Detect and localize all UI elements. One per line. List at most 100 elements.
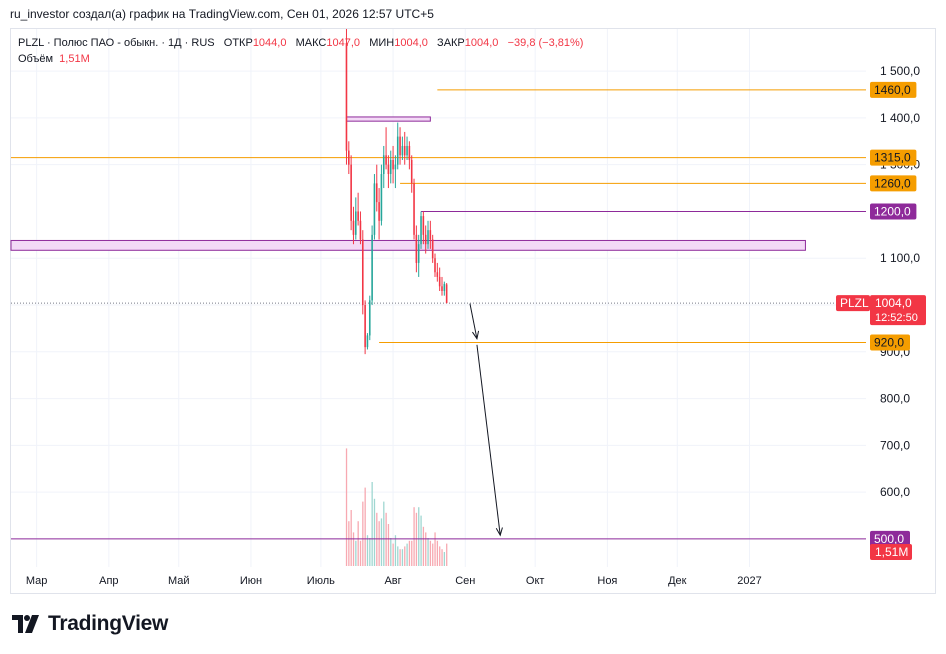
change-value: −39,8 (−3,81%) [507,37,584,49]
chart-legend: PLZL · Полюс ПАО - обыкн. · 1Д · RUS ОТК… [18,35,583,67]
volume-bar [434,532,436,566]
tradingview-logo-icon [12,615,39,633]
volume-bar [348,521,350,566]
volume-bar [413,507,415,566]
volume-bar [390,538,392,566]
volume-bar [439,546,441,566]
time-tick-label: 2027 [737,575,761,587]
volume-bar [418,507,420,566]
price-tick-label: 800,0 [880,392,910,406]
volume-bar [355,540,357,566]
volume-bar [401,549,404,566]
time-tick-label: Апр [99,575,118,587]
candle-body [378,202,380,221]
level-price-badge: 1315,0 [874,151,911,165]
open-value: 1044,0 [252,37,287,49]
volume-bar [364,487,366,566]
projection-arrow[interactable] [469,303,478,339]
volume-label: Объём [18,53,54,65]
time-tick-label: Дек [668,575,687,587]
price-tick-label: 1 500,0 [880,64,920,78]
volume-bar [441,549,443,566]
volume-bar [352,532,355,566]
candle-body [382,155,385,175]
candle-body [366,335,369,348]
volume-bar [408,540,411,566]
high-label: МАКС [295,37,327,49]
volume-bar [392,543,394,566]
candle-body [389,159,392,175]
price-zone[interactable] [345,116,431,122]
time-tick-label: Май [168,575,190,587]
time-tick-label: Сен [455,575,475,587]
volume-bar [404,546,406,566]
volume-bar [443,552,446,566]
time-tick-label: Мар [26,575,48,587]
volume-bar [446,543,448,566]
projection-arrow[interactable] [476,344,501,536]
volume-bar [371,482,373,566]
candle-body [394,164,397,170]
level-price-badge-bg [870,203,917,220]
volume-bar [397,546,399,566]
candle-body [424,234,427,245]
candle-body [406,145,408,156]
volume-bar [436,540,439,566]
level-price-badge: 1200,0 [874,204,911,218]
volume-bar [357,521,359,566]
candle-body [385,155,387,165]
candle-body [420,216,422,245]
volume-bar [399,549,401,566]
volume-line: Объём 1,51M [18,51,583,67]
candle-body [345,43,348,151]
volume-bar [359,540,362,566]
candle-body [354,211,357,235]
candle-body [441,286,443,291]
volume-bar [380,518,383,566]
tradingview-brand[interactable]: TradingView [12,612,168,636]
volume-bar [373,498,376,566]
volume-bar [411,540,413,566]
candle-body [436,272,439,277]
volume-value: 1,51M [59,53,90,65]
chart-frame[interactable] [10,28,936,594]
volume-bar [422,526,425,566]
price-tick-label: 700,0 [880,438,910,452]
candle-body [348,150,350,165]
level-price-badge: 1260,0 [874,176,911,190]
level-price-badge: 500,0 [874,532,904,546]
price-tick-label: 1 100,0 [880,251,920,265]
time-tick-label: Авг [384,575,401,587]
price-zone[interactable] [10,239,806,251]
candle-body [361,239,364,306]
brand-name: TradingView [48,612,169,635]
volume-badge-bg [870,544,912,560]
volume-bar [350,510,352,566]
level-price-badge-bg [870,530,910,547]
last-price-badge-bg [870,295,926,326]
candle-body [387,164,390,175]
volume-bar [425,532,427,566]
candle-body [413,183,415,235]
volume-bar [387,524,390,566]
arrow-head [472,330,480,340]
low-label: МИН [369,37,395,49]
candle-body [396,136,399,165]
candle-body [403,145,406,156]
candle-body [417,244,420,263]
symbol-badge: PLZL [840,296,869,310]
candle-body [399,136,401,156]
candle-body [380,174,383,221]
time-tick-label: Окт [526,575,545,587]
arrow-head [495,527,503,537]
volume-bar [369,538,371,566]
level-price-badge-bg [870,81,917,98]
open-label: ОТКР [223,37,253,49]
candle-body [429,230,432,240]
volume-badge: 1,51M [875,545,908,559]
candle-body [415,234,418,263]
candle-body [422,216,425,235]
volume-bar [406,543,408,566]
candle-body [375,183,378,203]
